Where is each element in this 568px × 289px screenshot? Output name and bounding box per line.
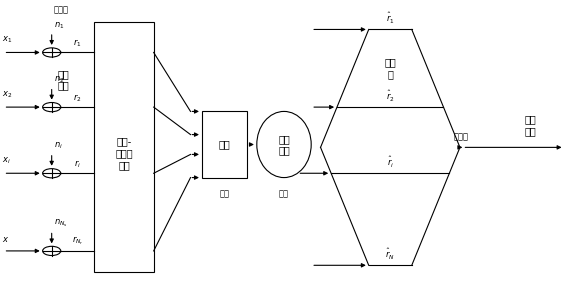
- Text: 重构: 重构: [279, 189, 289, 198]
- Text: $r_i$: $r_i$: [74, 158, 81, 170]
- Text: $x_2$: $x_2$: [2, 89, 12, 100]
- Text: $x_i$: $x_i$: [2, 155, 11, 166]
- Text: 重构
値: 重构 値: [385, 58, 396, 79]
- Text: 山噪声: 山噪声: [53, 6, 68, 15]
- Text: $\hat{r}_2$: $\hat{r}_2$: [386, 89, 395, 104]
- Text: 自相
关値: 自相 关値: [57, 69, 69, 90]
- Text: $r_1$: $r_1$: [73, 38, 82, 49]
- Text: $\hat{r}_1$: $\hat{r}_1$: [386, 11, 395, 26]
- Text: $n_1$: $n_1$: [54, 20, 64, 31]
- Text: $r_2$: $r_2$: [73, 92, 82, 104]
- Text: $r_{N_r}$: $r_{N_r}$: [72, 235, 83, 247]
- Bar: [202, 112, 247, 177]
- Bar: [94, 22, 154, 273]
- Text: 认知-
无线传
感网: 认知- 无线传 感网: [115, 136, 133, 170]
- Text: $\hat{r}_N$: $\hat{r}_N$: [385, 247, 395, 262]
- Text: 软判
结果: 软判 结果: [525, 114, 536, 136]
- Text: $x_1$: $x_1$: [2, 35, 12, 45]
- Text: $n_{N_s}$: $n_{N_s}$: [54, 218, 68, 229]
- Text: 融合
中心: 融合 中心: [278, 134, 290, 155]
- Text: 饨头: 饨头: [219, 140, 231, 149]
- Text: $n_2$: $n_2$: [54, 75, 64, 85]
- Text: 压缩: 压缩: [219, 189, 229, 198]
- Text: $x$: $x$: [2, 235, 10, 244]
- Text: $\hat{r}_i$: $\hat{r}_i$: [387, 155, 394, 170]
- Text: $n_i$: $n_i$: [54, 141, 63, 151]
- Text: 软判决: 软判决: [454, 133, 469, 142]
